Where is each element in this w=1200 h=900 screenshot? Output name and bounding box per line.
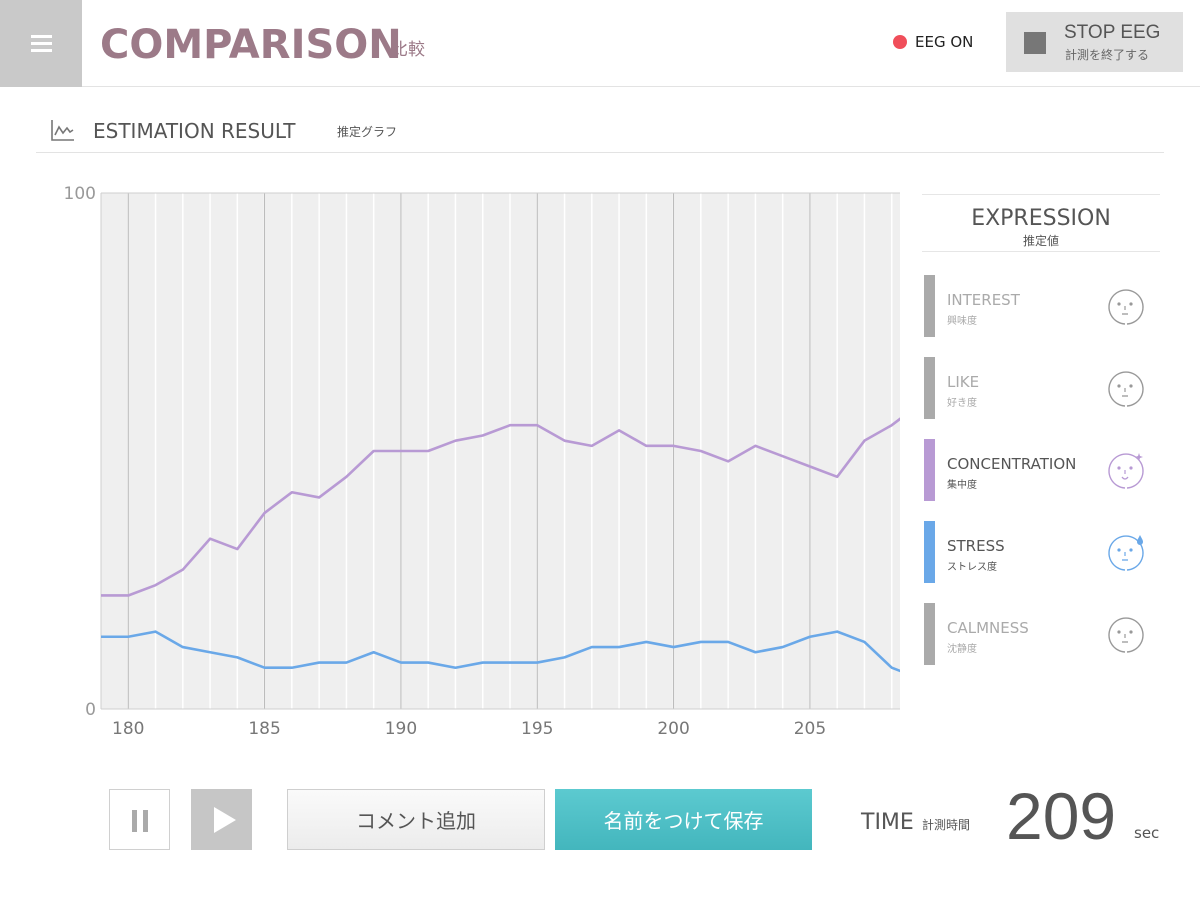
hamburger-icon	[31, 35, 52, 38]
face-stress-icon	[1108, 535, 1144, 571]
expression-item-interest[interactable]: INTEREST 興味度	[922, 275, 1160, 337]
expression-label: STRESS	[947, 537, 1005, 555]
eeg-status: EEG ON	[893, 33, 973, 51]
series-line-concentration	[101, 417, 900, 597]
eeg-status-label: EEG ON	[915, 33, 974, 51]
series-line-stress	[101, 630, 900, 673]
time-label: TIME	[861, 810, 914, 835]
stop-eeg-label: STOP EEG	[1064, 22, 1161, 43]
expression-label-jp: ストレス度	[947, 562, 997, 573]
face-interest-icon	[1108, 289, 1144, 325]
expression-item-concentration[interactable]: CONCENTRATION 集中度	[922, 439, 1160, 501]
play-button[interactable]	[191, 789, 252, 850]
page-title: COMPARISON	[100, 22, 402, 68]
section-title: ESTIMATION RESULT	[93, 119, 296, 143]
eeg-status-dot-icon	[893, 35, 907, 49]
estimation-chart: 180 185 190 195 200 205 0 100	[40, 165, 900, 745]
expression-label: INTEREST	[947, 291, 1020, 309]
expression-panel: EXPRESSION 推定値 INTEREST 興味度 LIKE 好き度 CONCENT…	[922, 194, 1160, 674]
time-value: 209	[1006, 779, 1117, 853]
hamburger-icon-bar	[31, 49, 52, 52]
y-tick-label: 100	[64, 184, 96, 204]
stop-eeg-sublabel: 計測を終了する	[1065, 48, 1150, 62]
x-tick-label: 200	[657, 719, 689, 739]
add-comment-button[interactable]: コメント追加	[287, 789, 545, 850]
expression-color-bar	[924, 603, 935, 665]
line-chart-icon	[51, 120, 74, 141]
time-sublabel: 計測時間	[922, 818, 971, 832]
stop-icon	[1024, 32, 1046, 54]
hamburger-icon-bar	[31, 42, 52, 45]
time-unit: sec	[1134, 824, 1160, 842]
expression-label-jp: 沈静度	[947, 644, 977, 655]
save-as-button[interactable]: 名前をつけて保存	[555, 789, 812, 850]
expression-label: CALMNESS	[947, 619, 1029, 637]
section-subtitle: 推定グラフ	[337, 125, 398, 139]
face-calmness-icon	[1108, 617, 1144, 653]
face-concentration-icon	[1108, 453, 1144, 489]
expression-subtitle: 推定値	[1022, 234, 1059, 248]
x-tick-label: 185	[248, 719, 280, 739]
expression-label-jp: 集中度	[947, 480, 977, 491]
expression-color-bar	[924, 439, 935, 501]
expression-label: LIKE	[947, 373, 980, 391]
face-like-icon	[1108, 371, 1144, 407]
page-subtitle: 比較	[391, 40, 425, 60]
estimation-section-header: ESTIMATION RESULT 推定グラフ	[36, 108, 1164, 153]
expression-label-jp: 興味度	[947, 316, 977, 327]
plot-area	[101, 193, 900, 709]
x-tick-label: 195	[521, 719, 553, 739]
x-tick-label: 190	[385, 719, 417, 739]
app-header: COMPARISON 比較 EEG ON STOP EEG 計測を終了する	[0, 0, 1200, 87]
pause-icon-bar	[143, 810, 148, 832]
expression-item-stress[interactable]: STRESS ストレス度	[922, 521, 1160, 583]
play-icon	[214, 807, 236, 833]
expression-label: CONCENTRATION	[947, 455, 1077, 473]
x-tick-label: 205	[794, 719, 826, 739]
menu-button[interactable]	[0, 0, 82, 87]
expression-item-like[interactable]: LIKE 好き度	[922, 357, 1160, 419]
pause-icon	[132, 810, 137, 832]
expression-color-bar	[924, 521, 935, 583]
x-tick-label: 180	[112, 719, 144, 739]
stop-eeg-button[interactable]: STOP EEG 計測を終了する	[1006, 12, 1183, 72]
estimation-chart-svg: 180 185 190 195 200 205 0 100	[64, 184, 900, 739]
expression-color-bar	[924, 357, 935, 419]
expression-color-bar	[924, 275, 935, 337]
expression-item-calmness[interactable]: CALMNESS 沈静度	[922, 603, 1160, 665]
expression-header: EXPRESSION 推定値	[922, 194, 1160, 252]
y-tick-label: 0	[85, 700, 96, 720]
expression-title: EXPRESSION	[971, 206, 1111, 231]
expression-label-jp: 好き度	[947, 398, 977, 409]
pause-button[interactable]	[109, 789, 170, 850]
